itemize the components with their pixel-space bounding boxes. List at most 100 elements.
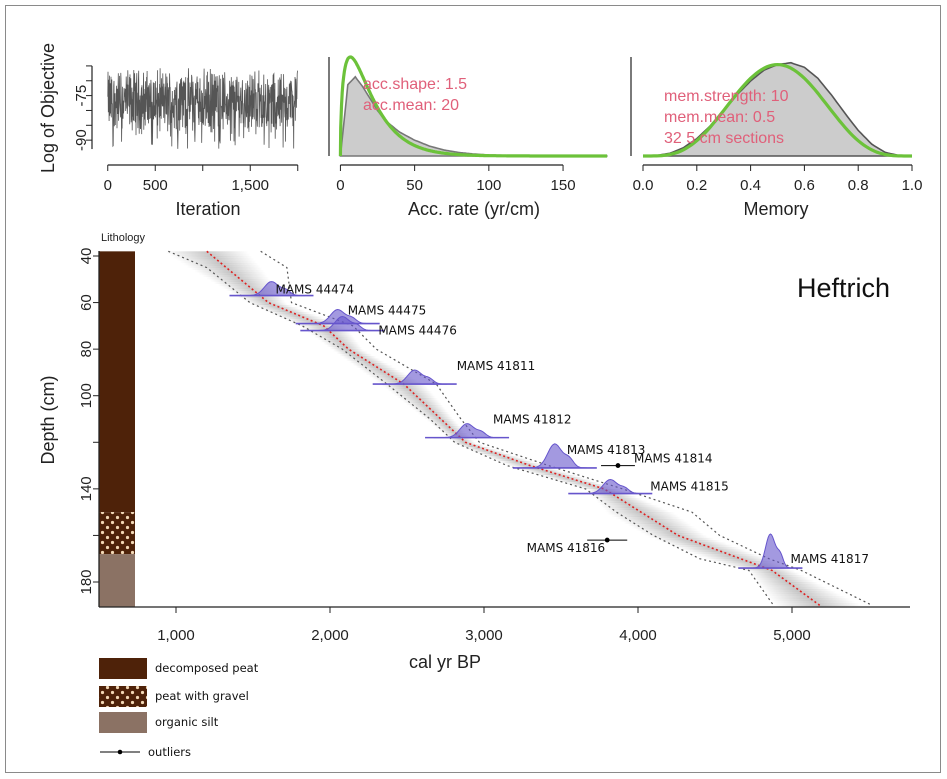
trace-x-tick-label: 500 bbox=[143, 177, 168, 194]
age-model-band-slice bbox=[202, 274, 268, 277]
lithology-unit bbox=[99, 512, 135, 555]
age-model-band-slice bbox=[666, 542, 727, 545]
lithology-legend: decomposed peat peat with gravel organic s… bbox=[99, 658, 259, 759]
age-model-band-slice bbox=[418, 412, 449, 415]
age-model-band-slice bbox=[759, 584, 823, 587]
legend-label: decomposed peat bbox=[155, 661, 259, 675]
age-model-band-slice bbox=[265, 309, 305, 312]
age-model-band-slice bbox=[249, 302, 288, 305]
age-depth-xlabel: cal yr BP bbox=[409, 652, 481, 672]
age-model-band-slice bbox=[429, 421, 457, 424]
age-model-band-slice bbox=[214, 281, 273, 284]
age-depth-y-tick-label: 80 bbox=[78, 341, 95, 358]
age-model-band-slice bbox=[757, 582, 819, 585]
age-model-band-slice bbox=[330, 346, 362, 350]
age-model-band-slice bbox=[342, 356, 377, 359]
age-model-band-slice bbox=[557, 479, 592, 482]
memory-x-tick-label: 1.0 bbox=[902, 177, 923, 194]
age-model-band-slice bbox=[579, 486, 614, 489]
age-model-band-slice bbox=[194, 270, 265, 273]
acc-rate-x-tick-label: 50 bbox=[406, 177, 423, 194]
age-model-band-slice bbox=[259, 307, 299, 310]
age-model-band-slice bbox=[752, 575, 805, 578]
age-model-band-slice bbox=[519, 467, 557, 471]
age-model-band-slice bbox=[285, 318, 329, 322]
age-model-band-slice bbox=[326, 344, 361, 347]
age-model-band-slice bbox=[323, 342, 359, 345]
age-model-band-slice bbox=[488, 456, 520, 459]
age-model-band-slice bbox=[753, 577, 810, 580]
age-model-band-slice bbox=[477, 451, 506, 454]
age-model-band-slice bbox=[206, 277, 269, 280]
age-model-band-slice bbox=[761, 586, 828, 590]
age-model-band-slice bbox=[362, 370, 402, 373]
age-model-band-slice bbox=[597, 500, 648, 503]
figure-frame bbox=[5, 5, 941, 773]
age-model-band-slice bbox=[644, 533, 705, 536]
age-model-band-slice bbox=[500, 460, 535, 464]
date-label: MAMS 44474 bbox=[275, 283, 354, 297]
age-model-band-slice bbox=[438, 428, 464, 431]
age-model-band-slice bbox=[359, 367, 397, 371]
age-depth-panel: 1,000 2,000 3,000 4,000 5,000 40 60 80 100 140 180… bbox=[38, 232, 910, 672]
age-model-band-slice bbox=[764, 591, 837, 594]
age-depth-x-tick-label: 1,000 bbox=[157, 627, 195, 644]
age-model-band-slice bbox=[183, 263, 259, 266]
acc-rate-series bbox=[338, 55, 608, 158]
age-model-band-slice bbox=[648, 535, 708, 538]
memory-x-tick-label: 0.6 bbox=[794, 177, 815, 194]
age-model-band-slice bbox=[390, 391, 432, 394]
age-model-band-slice bbox=[454, 442, 477, 445]
age-model-band-slice bbox=[541, 474, 578, 478]
age-model-band-slice bbox=[317, 337, 356, 340]
age-depth-title: Heftrich bbox=[797, 273, 890, 303]
age-model-band-slice bbox=[703, 556, 766, 559]
age-model-band-slice bbox=[623, 521, 689, 524]
age-model-band-slice bbox=[176, 258, 255, 261]
trace-series-line bbox=[107, 68, 298, 149]
age-depth-x-tick-label: 4,000 bbox=[619, 627, 657, 644]
age-model-band-slice bbox=[432, 423, 460, 427]
age-model-band-slice bbox=[770, 598, 851, 601]
age-model-band-slice bbox=[290, 321, 335, 324]
age-model-band-slice bbox=[593, 495, 638, 499]
age-model-band-slice bbox=[471, 449, 499, 452]
age-model-band-slice bbox=[384, 386, 428, 389]
age-model-band-slice bbox=[165, 251, 249, 254]
age-model-band-slice bbox=[427, 419, 455, 422]
age-model-band-slice bbox=[333, 349, 364, 352]
legend-swatch bbox=[99, 686, 147, 707]
age-model-band-slice bbox=[773, 603, 860, 606]
age-model-band-slice bbox=[226, 288, 278, 291]
age-model-band-slice bbox=[320, 339, 357, 343]
lithology-unit bbox=[99, 554, 135, 607]
age-model-band-slice bbox=[186, 265, 261, 268]
age-model-band-slice bbox=[280, 316, 323, 319]
date-label: MAMS 41812 bbox=[493, 413, 572, 427]
age-model-band-slice bbox=[717, 561, 777, 564]
lithology-unit bbox=[99, 251, 135, 513]
age-model-band-slice bbox=[435, 426, 462, 429]
age-model-band-slice bbox=[640, 530, 702, 534]
memory-x-tick-label: 0.0 bbox=[633, 177, 654, 194]
age-model-band-slice bbox=[685, 549, 747, 552]
age-model-band-slice bbox=[275, 314, 317, 317]
age-model-mean-line bbox=[206, 250, 821, 606]
memory-prior-line bbox=[643, 62, 912, 158]
age-model-band-slice bbox=[270, 311, 311, 315]
age-model-band-slice bbox=[771, 600, 855, 603]
age-model-band-slice bbox=[393, 393, 434, 396]
age-model-band-slice bbox=[352, 363, 389, 366]
age-depth-ylabel: Depth (cm) bbox=[38, 375, 58, 464]
age-model-band-slice bbox=[179, 260, 257, 264]
age-model-band-slice bbox=[313, 335, 354, 338]
age-model-band-slice bbox=[190, 267, 263, 270]
age-model-band-slice bbox=[222, 286, 276, 289]
age-model-band-slice bbox=[766, 593, 842, 596]
age-depth-y-tick-label: 180 bbox=[78, 569, 95, 594]
age-model-band-slice bbox=[605, 509, 670, 513]
age-model-band-slice bbox=[451, 440, 475, 443]
age-depth-x-tick-label: 5,000 bbox=[773, 627, 811, 644]
age-model-band-slice bbox=[611, 514, 679, 517]
age-depth-series: MAMS 44474 MAMS 44475 MAMS 44476 MAMS 41811… bbox=[229, 281, 869, 569]
